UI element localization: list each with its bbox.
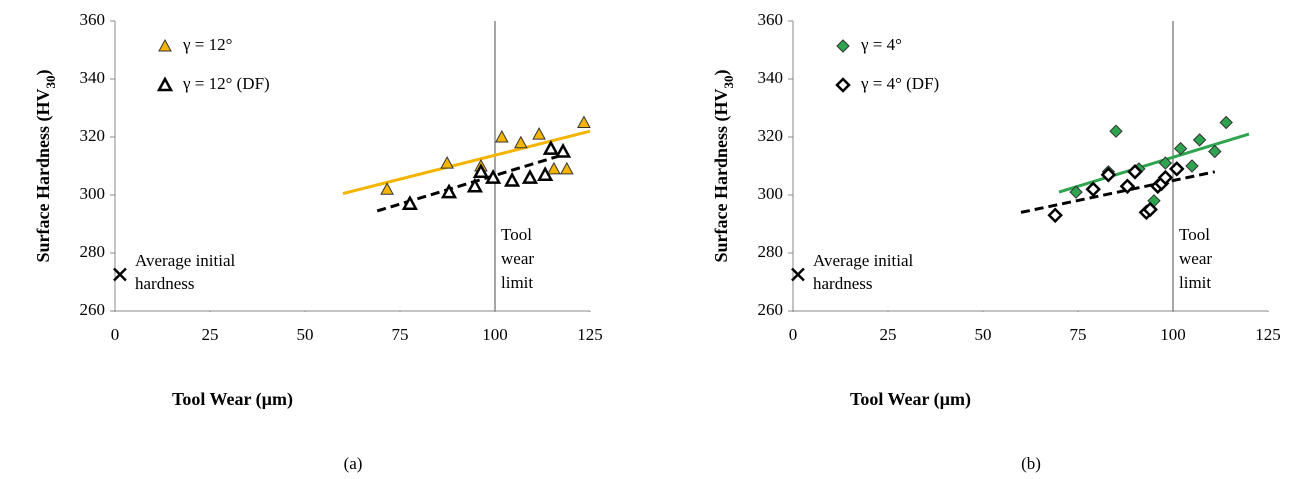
marker — [380, 182, 394, 195]
x-tick-label: 100 — [1160, 325, 1186, 344]
y-tick-label: 280 — [80, 242, 106, 261]
y-tick-label: 260 — [758, 300, 784, 319]
marker — [1069, 185, 1083, 199]
y-tick-label: 280 — [758, 242, 784, 261]
marker — [547, 161, 561, 175]
wear-limit-label: Tool — [501, 225, 532, 244]
marker — [440, 156, 454, 169]
legend-marker — [836, 39, 850, 53]
marker — [554, 142, 572, 158]
marker — [1100, 166, 1117, 183]
legend-marker — [158, 38, 172, 52]
initial-hardness-label: hardness — [813, 274, 872, 293]
y-tick-label: 360 — [758, 10, 784, 29]
y-tick-label: 300 — [758, 184, 784, 203]
y-tick-label: 360 — [80, 10, 106, 29]
caption: (b) — [1021, 454, 1041, 473]
caption: (a) — [344, 454, 363, 473]
x-tick-label: 25 — [202, 325, 219, 344]
legend-marker — [156, 76, 174, 92]
legend-label: γ = 12° — [182, 35, 232, 54]
y-tick-label: 320 — [758, 126, 784, 145]
initial-hardness-marker — [791, 267, 805, 282]
y-axis-label-part: Surface Hardness (HV — [33, 89, 54, 263]
y-axis-label: Surface Hardness (HV30) — [711, 70, 736, 263]
initial-hardness-label: Average initial — [135, 251, 236, 270]
legend-label: γ = 12° (DF) — [182, 74, 270, 93]
marker — [401, 195, 418, 210]
wear-limit-label: limit — [501, 273, 533, 292]
marker — [542, 139, 559, 155]
marker — [1119, 178, 1136, 195]
marker — [1192, 133, 1207, 147]
trend-line — [1020, 170, 1216, 214]
x-axis-label: Tool Wear (µm) — [850, 389, 971, 410]
x-tick-label: 0 — [789, 325, 798, 344]
marker — [1219, 115, 1233, 130]
marker — [559, 161, 574, 175]
marker — [537, 166, 554, 181]
marker — [1158, 156, 1173, 170]
initial-hardness-label: Average initial — [813, 251, 914, 270]
wear-limit-label: limit — [1179, 273, 1211, 292]
x-tick-label: 25 — [880, 325, 897, 344]
y-axis-label-part: 30 — [721, 76, 736, 89]
marker — [472, 163, 490, 179]
x-tick-label: 0 — [111, 325, 120, 344]
marker — [1142, 201, 1158, 218]
y-tick-label: 260 — [80, 300, 106, 319]
marker — [1169, 161, 1185, 177]
x-tick-label: 100 — [482, 325, 508, 344]
x-tick-label: 125 — [1255, 325, 1281, 344]
marker — [503, 171, 521, 187]
legend-label: γ = 4° — [860, 35, 902, 54]
y-axis-label: Surface Hardness (HV30) — [33, 70, 58, 263]
marker — [1157, 169, 1174, 186]
marker — [494, 129, 509, 143]
initial-hardness-marker — [113, 267, 127, 282]
x-tick-label: 125 — [577, 325, 603, 344]
y-axis-label-part: 30 — [43, 76, 58, 89]
marker — [1109, 124, 1123, 138]
marker — [440, 183, 458, 199]
y-axis-label-part: ) — [33, 70, 54, 76]
x-axis-label: Tool Wear (µm) — [172, 389, 293, 410]
y-axis-label-part: ) — [711, 70, 732, 76]
marker — [1127, 164, 1143, 180]
marker — [1047, 207, 1063, 224]
y-tick-label: 320 — [80, 126, 106, 145]
x-tick-label: 50 — [297, 325, 314, 344]
marker — [513, 135, 528, 149]
legend-marker — [835, 77, 851, 93]
x-tick-label: 50 — [975, 325, 992, 344]
chart: 260 280 300 320 340 360 0 25 50 75 100 125 Tool Wear… — [711, 10, 1281, 473]
marker — [521, 168, 539, 184]
wear-limit-label: wear — [1179, 249, 1212, 268]
wear-limit-label: wear — [501, 249, 534, 268]
chart: 260 280 300 320 340 360 0 25 50 75 100 125 Tool Wear… — [33, 10, 603, 473]
marker — [1208, 144, 1222, 159]
x-tick-label: 75 — [1070, 325, 1087, 344]
x-tick-label: 75 — [392, 325, 409, 344]
marker — [484, 168, 502, 184]
legend-label: γ = 4° (DF) — [860, 74, 939, 93]
marker — [1085, 181, 1101, 197]
marker — [466, 177, 483, 193]
y-tick-label: 300 — [80, 184, 106, 203]
marker — [532, 127, 546, 140]
initial-hardness-label: hardness — [135, 274, 194, 293]
y-axis-label-part: Surface Hardness (HV — [711, 89, 732, 263]
y-tick-label: 340 — [758, 68, 784, 87]
y-tick-label: 340 — [80, 68, 106, 87]
trend-line — [1058, 132, 1250, 194]
marker — [1173, 141, 1188, 156]
wear-limit-label: Tool — [1179, 225, 1210, 244]
trend-line — [342, 129, 591, 196]
marker — [1185, 159, 1199, 173]
marker — [577, 115, 591, 128]
